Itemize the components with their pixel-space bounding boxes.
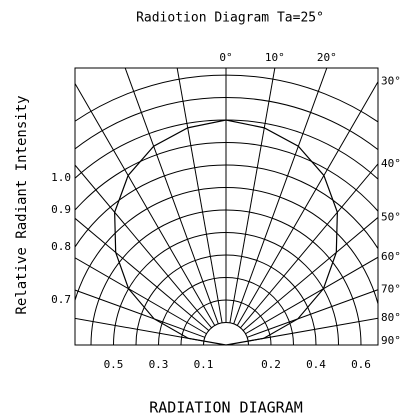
plot-area (75, 68, 378, 345)
caption: RADIATION DIAGRAM (149, 399, 303, 417)
angle-tick-label: 80° (381, 311, 401, 324)
r-tick-label: 0.4 (306, 358, 326, 371)
r-tick-label: 1.0 (51, 171, 71, 184)
grid-line (233, 68, 328, 325)
angle-tick-label: 10° (265, 51, 285, 64)
grid-line (176, 68, 223, 323)
angle-tick-label: 0° (219, 51, 232, 64)
r-tick-label: 0.1 (194, 358, 214, 371)
intensity-curve (114, 119, 338, 346)
grid-line (75, 289, 206, 338)
grid-line (75, 82, 216, 326)
grid-ring (75, 119, 378, 180)
grid-line (124, 68, 219, 325)
r-tick-label: 0.2 (261, 358, 281, 371)
grid-ring (75, 142, 378, 213)
grid-line (246, 289, 378, 338)
grid-line (248, 317, 378, 342)
grid-line (75, 257, 207, 335)
grid-line (75, 217, 210, 331)
grid-line (245, 256, 378, 335)
grid-line (242, 216, 378, 331)
r-tick-label: 0.8 (51, 240, 71, 253)
r-tick-label: 0.9 (51, 203, 71, 216)
angle-tick-label: 40° (381, 157, 401, 170)
grid-line (240, 163, 378, 329)
r-tick-label: 0.6 (351, 358, 371, 371)
angle-tick-label: 50° (381, 210, 401, 223)
grid-line (229, 68, 276, 323)
angle-tick-label: 60° (381, 250, 401, 263)
angle-tick-label: 90° (381, 334, 401, 347)
r-tick-label: 0.7 (51, 293, 71, 306)
y-axis-label: Relative Radiant Intensity (14, 95, 30, 314)
angle-tick-label: 70° (381, 283, 401, 296)
angle-tick-label: 20° (317, 51, 337, 64)
grid-line (236, 80, 378, 326)
grid-line (75, 317, 204, 342)
r-tick-label: 0.5 (104, 358, 124, 371)
grid-line (75, 164, 212, 329)
r-tick-label: 0.3 (149, 358, 169, 371)
angle-tick-label: 30° (381, 75, 401, 88)
chart-title: Radiotion Diagram Ta=25° (136, 11, 324, 26)
